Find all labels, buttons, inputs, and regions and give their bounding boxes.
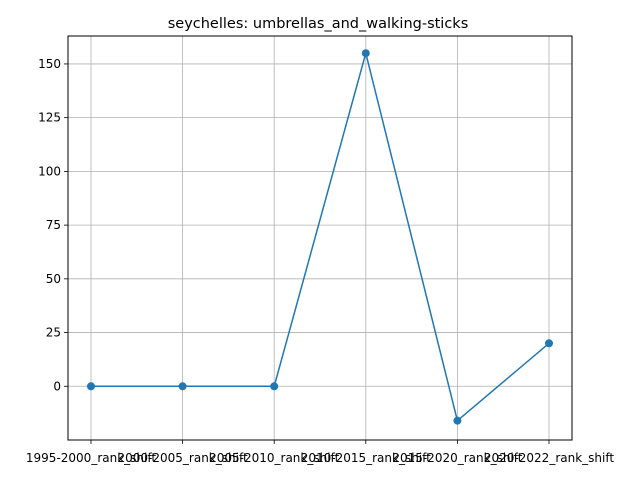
chart-title: seychelles: umbrellas_and_walking-sticks xyxy=(168,16,469,32)
grid-lines xyxy=(68,36,572,440)
data-point xyxy=(270,382,279,391)
x-tick-label: 2015-2020_rank_shift xyxy=(392,451,522,465)
x-tick-label: 2020-2022_rank_shift xyxy=(484,451,614,465)
x-tick-label: 1995-2000_rank_shift xyxy=(26,451,156,465)
plot-frame xyxy=(67,35,573,441)
y-tick-label: 25 xyxy=(46,326,61,340)
y-tick-label: 150 xyxy=(38,57,61,71)
y-tick-label: 100 xyxy=(38,164,61,178)
y-axis: 0 25 50 75 100 125 150 xyxy=(38,57,68,393)
x-axis: 1995-2000_rank_shift2000-2005_rank_shift… xyxy=(26,440,614,465)
data-point xyxy=(87,382,95,391)
y-tick-label: 125 xyxy=(38,111,61,125)
x-tick-label: 2005-2010_rank_shift xyxy=(209,451,339,465)
x-tick-label: 2010-2015_rank_shift xyxy=(301,451,431,465)
data-point xyxy=(453,416,462,425)
series-layer xyxy=(87,49,553,425)
y-tick-label: 75 xyxy=(46,218,61,232)
data-point xyxy=(361,49,370,58)
data-point xyxy=(178,382,187,391)
x-tick-label: 2000-2005_rank_shift xyxy=(118,451,248,465)
y-tick-label: 50 xyxy=(46,272,61,286)
y-tick-label: 0 xyxy=(53,379,61,393)
data-point xyxy=(545,339,553,348)
series-line xyxy=(91,50,550,423)
